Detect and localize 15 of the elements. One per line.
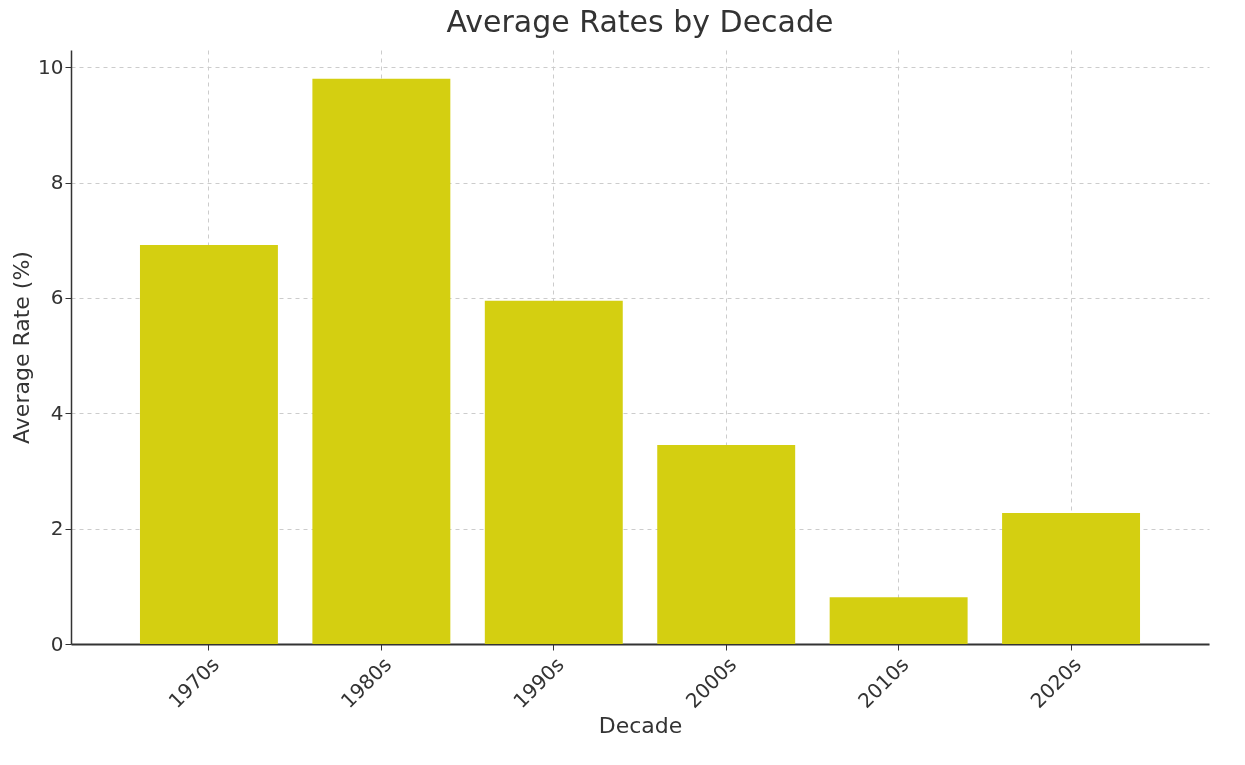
bar: [657, 445, 796, 644]
chart-title: Average Rates by Decade: [446, 4, 834, 39]
x-axis-title: Decade: [598, 713, 683, 738]
bar: [139, 244, 278, 644]
bar: [484, 300, 623, 644]
y-tick-label: 10: [38, 54, 64, 79]
y-tick-label: 4: [50, 400, 64, 425]
y-tick-label: 2: [50, 516, 64, 541]
y-tick-label: 0: [50, 631, 64, 656]
y-tick-label: 6: [50, 285, 64, 310]
y-axis-title: Average Rate (%): [9, 251, 35, 444]
bar: [312, 78, 451, 644]
bar: [829, 597, 968, 644]
bar: [1002, 513, 1141, 644]
y-tick-label: 8: [50, 170, 64, 195]
